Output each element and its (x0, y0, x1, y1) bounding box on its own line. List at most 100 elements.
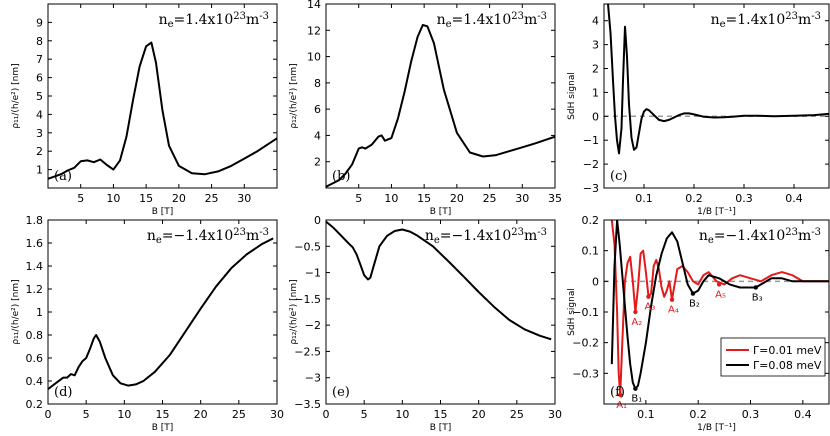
x-tick-label: 35 (548, 192, 562, 205)
series-line-1 (48, 237, 274, 390)
annotation-part: =−1.4x10 (162, 228, 233, 244)
y-tick-label: −0.3 (572, 367, 599, 380)
annotation-part: -3 (811, 11, 821, 22)
x-tick-label: 25 (232, 408, 246, 421)
x-tick-label: 15 (156, 408, 170, 421)
y-tick-label: −1.5 (294, 293, 321, 306)
x-tick-label: 10 (384, 192, 398, 205)
annotation-part: n (711, 12, 720, 28)
series-line-1 (326, 220, 552, 341)
annotation-part: 23 (511, 227, 524, 238)
x-tick-label: 0.3 (735, 192, 753, 205)
annotation-part: e (168, 19, 174, 30)
x-axis-label: B [T] (430, 207, 452, 217)
y-axis-label: ρ₁₂/(h/e²) [nm] (289, 279, 299, 344)
y-tick-label: −1 (305, 267, 321, 280)
y-tick-label: 8 (314, 77, 321, 90)
annotation-part: m (246, 12, 259, 28)
x-tick-label: 5 (355, 192, 362, 205)
y-tick-label: 9 (36, 16, 43, 29)
y-tick-label: 1.8 (26, 214, 44, 227)
annotation-part: n (159, 12, 168, 28)
annotation-part: e (708, 235, 714, 246)
series-line-2 (610, 220, 829, 390)
panel-label: (f) (610, 385, 625, 400)
annotation-part: -3 (537, 227, 547, 238)
annotation-part: m (798, 12, 811, 28)
y-tick-label: 5 (36, 90, 43, 103)
annotation-part: e (434, 235, 440, 246)
marker-label: B₂ (689, 299, 700, 310)
x-tick-label: 20 (472, 408, 486, 421)
x-tick-label: 5 (77, 192, 84, 205)
marker-label: B₃ (752, 292, 763, 303)
y-tick-label: 0.2 (26, 398, 44, 411)
annotation-part: m (246, 228, 259, 244)
panel-d: 0 5 10 15 20 25 30 0.2 0.4 0.6 0.8 1 1.2 1.4 1.6 1.8 B [… (11, 214, 284, 433)
y-tick-label: 1.6 (26, 237, 44, 250)
x-tick-label: 10 (106, 192, 120, 205)
y-tick-label: −2 (305, 319, 321, 332)
x-tick-label: 0.2 (685, 192, 703, 205)
panel-b: 5 10 15 20 25 30 35 2 4 6 8 10 12 14 B [T] ρ₁₂/(h/e²) [… (289, 0, 562, 217)
marker-label: A₂ (631, 317, 642, 328)
marker-point (716, 282, 722, 287)
annotation-part: n (699, 228, 708, 244)
y-tick-label: 2 (592, 63, 599, 76)
annotation-part: =−1.4x10 (714, 228, 785, 244)
x-tick-label: 20 (450, 192, 464, 205)
panel-label: (c) (610, 169, 627, 184)
density-annotation: ne=−1.4x1023m-3 (699, 227, 821, 246)
x-tick-label: 30 (237, 192, 251, 205)
y-axis-label: ρ₁₁/(h/e²) [nm] (11, 279, 21, 344)
legend-box (720, 337, 826, 377)
annotation-part: m (524, 228, 537, 244)
marker-point (669, 297, 675, 302)
y-tick-label: −2.5 (294, 345, 321, 358)
annotation-part: 23 (233, 227, 246, 238)
x-tick-label: 30 (515, 192, 529, 205)
y-tick-label: −0.5 (294, 240, 321, 253)
y-tick-label: 0 (592, 110, 599, 123)
marker-point (646, 294, 651, 299)
y-tick-label: 8 (36, 35, 43, 48)
x-tick-label: 0 (45, 408, 52, 421)
annotation-part: 23 (233, 11, 246, 22)
x-tick-label: 25 (205, 192, 219, 205)
annotation-part: =1.4x10 (726, 12, 786, 28)
x-tick-label: 0.4 (785, 192, 803, 205)
x-axis-label: B [T] (430, 423, 452, 433)
annotation-part: -3 (259, 227, 269, 238)
y-tick-label: 3 (36, 127, 43, 140)
x-tick-label: 0.1 (637, 408, 655, 421)
density-annotation: ne=−1.4x1023m-3 (425, 227, 547, 246)
y-tick-label: 1.4 (26, 260, 44, 273)
x-tick-label: 20 (194, 408, 208, 421)
annotation-part: 23 (511, 11, 524, 22)
x-tick-label: 10 (395, 408, 409, 421)
y-tick-label: 2 (314, 156, 321, 169)
y-axis-label: SdH signal (567, 288, 577, 336)
y-tick-label: 10 (307, 51, 321, 64)
marker-label: A₄ (668, 305, 679, 316)
y-axis-label: ρ₁₁/(h/e²) [nm] (11, 63, 21, 128)
annotation-part: -3 (811, 227, 821, 238)
y-tick-label: 14 (307, 0, 321, 11)
marker-point (633, 309, 638, 315)
x-axis-label: B [T] (152, 423, 174, 433)
density-annotation: ne=1.4x1023m-3 (711, 11, 821, 30)
series-line-1 (610, 220, 829, 396)
y-tick-label: −0.1 (572, 306, 599, 319)
annotation-part: n (437, 12, 446, 28)
y-axis-label: SdH signal (567, 72, 577, 120)
y-tick-label: 2 (36, 145, 43, 158)
series-line-1 (607, 4, 829, 155)
x-tick-label: 25 (483, 192, 497, 205)
y-tick-label: 0 (592, 275, 599, 288)
y-tick-label: 1 (36, 306, 43, 319)
annotation-part: =−1.4x10 (440, 228, 511, 244)
y-tick-label: 4 (592, 15, 599, 28)
